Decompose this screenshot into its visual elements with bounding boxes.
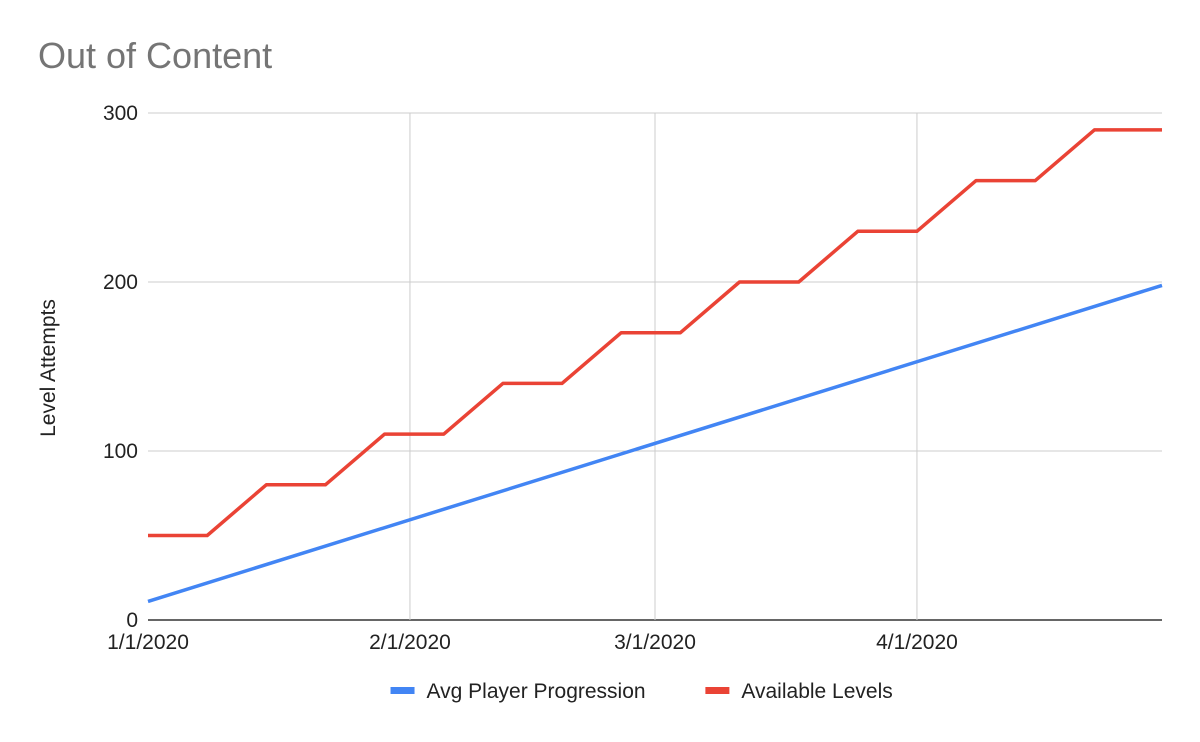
x-tick-labels: 1/1/2020 2/1/2020 3/1/2020 4/1/2020 xyxy=(107,631,958,654)
y-tick-label: 100 xyxy=(103,440,138,463)
y-tick-label: 0 xyxy=(126,609,138,632)
y-tick-labels: 0 100 200 300 xyxy=(103,102,138,632)
y-tick-label: 300 xyxy=(103,102,138,125)
legend-item[interactable]: Avg Player Progression xyxy=(390,680,646,703)
series-line-2[interactable] xyxy=(148,128,1162,538)
chart-title: Out of Content xyxy=(38,35,272,76)
x-tick-label: 1/1/2020 xyxy=(107,631,189,654)
legend-item[interactable]: Available Levels xyxy=(705,680,893,703)
legend-label: Avg Player Progression xyxy=(427,680,646,703)
series-line-1[interactable] xyxy=(147,283,1163,604)
gridlines xyxy=(148,112,1162,621)
legend-swatch xyxy=(705,687,730,694)
legend[interactable]: Avg Player Progression Available Levels xyxy=(390,680,893,703)
x-tick-label: 3/1/2020 xyxy=(614,631,696,654)
y-tick-label: 200 xyxy=(103,271,138,294)
series-lines xyxy=(147,128,1163,604)
legend-swatch xyxy=(390,687,415,694)
x-tick-label: 2/1/2020 xyxy=(369,631,451,654)
y-axis-title: Level Attempts xyxy=(37,299,60,437)
x-tick-label: 4/1/2020 xyxy=(876,631,958,654)
legend-label: Available Levels xyxy=(741,680,892,703)
